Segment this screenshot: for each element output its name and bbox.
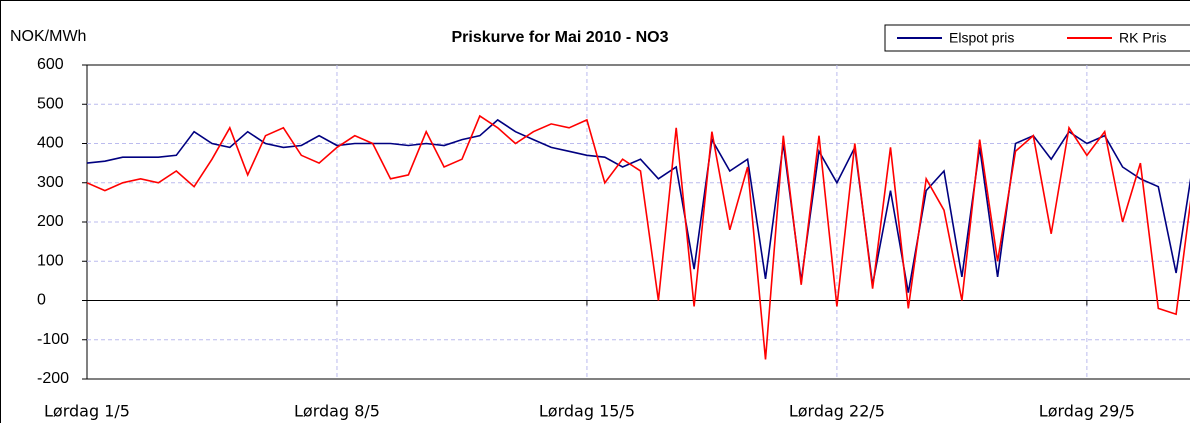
plot-area [86,64,1190,380]
y-axis-label: NOK/MWh [10,28,86,45]
y-tick-label: 600 [37,56,64,73]
x-tick-label: Lørdag 22/5 [789,402,885,421]
legend-label: RK Pris [1119,30,1166,46]
legend-label: Elspot pris [949,30,1014,46]
y-tick-label: -200 [37,370,69,387]
x-tick-label: Lørdag 1/5 [44,402,130,421]
y-tick-label: 0 [37,292,46,309]
y-tick-label: 300 [37,174,64,191]
x-tick-label: Lørdag 8/5 [294,402,380,421]
y-tick-label: 400 [37,135,64,152]
y-tick-label: -100 [37,331,69,348]
series-line [86,114,1190,360]
x-tick-label: Lørdag 29/5 [1039,402,1135,421]
y-tick-label: 500 [37,95,64,112]
x-tick-label: Lørdag 15/5 [539,402,635,421]
y-tick-label: 200 [37,213,64,230]
y-tick-label: 100 [37,252,64,269]
chart-title: Priskurve for Mai 2010 - NO3 [452,29,669,46]
